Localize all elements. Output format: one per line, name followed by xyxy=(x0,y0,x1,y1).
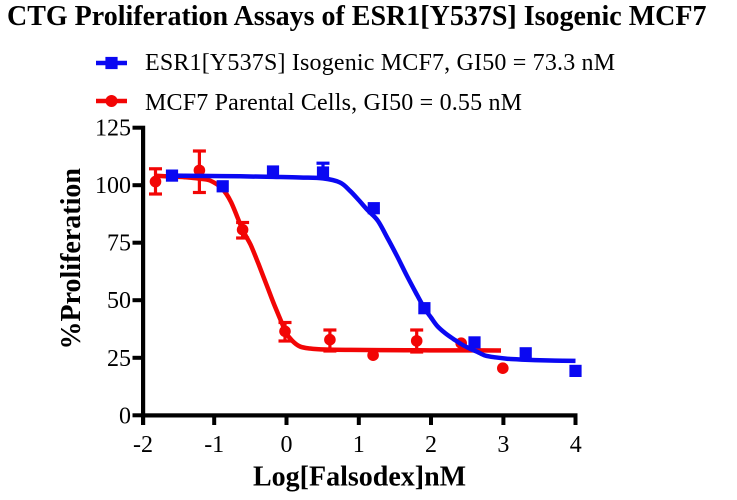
svg-text:2: 2 xyxy=(425,432,437,458)
svg-text:Log[Falsodex]nM: Log[Falsodex]nM xyxy=(253,461,466,492)
svg-text:125: 125 xyxy=(95,116,131,142)
svg-text:1: 1 xyxy=(353,432,365,458)
svg-text:0: 0 xyxy=(281,432,293,458)
svg-text:50: 50 xyxy=(107,288,131,314)
svg-text:-2: -2 xyxy=(133,432,153,458)
svg-text:MCF7 Parental Cells, GI50 = 0.: MCF7 Parental Cells, GI50 = 0.55 nM xyxy=(145,90,522,116)
svg-text:3: 3 xyxy=(497,432,509,458)
svg-text:0: 0 xyxy=(119,403,131,429)
svg-text:100: 100 xyxy=(95,173,131,199)
svg-text:75: 75 xyxy=(107,231,131,257)
svg-text:-1: -1 xyxy=(204,432,224,458)
svg-text:25: 25 xyxy=(107,346,131,372)
svg-text:CTG Proliferation Assays of ES: CTG Proliferation Assays of ESR1[Y537S] … xyxy=(7,1,706,32)
svg-text:4: 4 xyxy=(570,432,582,458)
svg-text:%Proliferation: %Proliferation xyxy=(56,168,87,350)
svg-text:ESR1[Y537S] Isogenic MCF7, GI5: ESR1[Y537S] Isogenic MCF7, GI50 = 73.3 n… xyxy=(145,50,615,76)
